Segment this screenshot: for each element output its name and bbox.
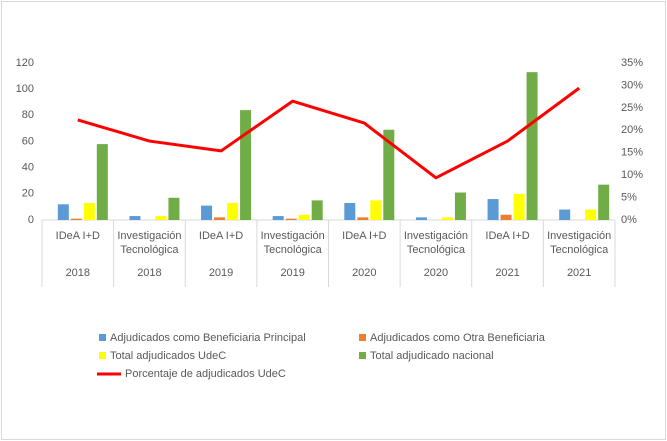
x-tick-label: IDeA I+D	[198, 230, 244, 242]
y-tick-label: 120	[16, 57, 34, 69]
bar	[227, 202, 239, 220]
bar	[383, 129, 395, 220]
bar	[357, 217, 369, 220]
x-tick-label: Investigación Tecnológica	[547, 230, 612, 256]
bar	[311, 200, 323, 220]
y2-tick-label: 0%	[621, 214, 637, 226]
y2-tick-label: 35%	[621, 57, 643, 69]
legend-label: Total adjudicado nacional	[370, 350, 494, 362]
bar	[454, 192, 466, 220]
y2-tick-label: 30%	[621, 79, 643, 91]
bar	[513, 193, 525, 220]
y-tick-label: 60	[22, 135, 34, 147]
y2-tick-label: 15%	[621, 147, 643, 159]
bar	[344, 202, 356, 220]
line-series	[77, 86, 581, 180]
legend-swatch	[359, 334, 366, 341]
bar	[500, 214, 512, 220]
bar	[285, 218, 297, 220]
bar	[70, 218, 82, 220]
x-tick-label: IDeA I+D	[55, 230, 100, 242]
legend-swatch	[99, 352, 106, 359]
x-group-label: 2020	[424, 267, 448, 279]
bar	[214, 217, 226, 220]
x-group-label: 2018	[137, 267, 161, 279]
legend-label: Adjudicados como Beneficiaria Principal	[110, 332, 306, 344]
x-tick-label: Investigación Tecnológica	[260, 230, 325, 256]
bar	[272, 216, 284, 220]
y-tick-label: 20	[22, 188, 34, 200]
bar	[57, 204, 69, 220]
bar	[526, 72, 538, 221]
x-group-label: 2020	[352, 267, 376, 279]
bar	[240, 110, 252, 220]
bar	[559, 209, 571, 220]
bar	[298, 214, 310, 220]
bar	[585, 209, 597, 220]
x-group-label: 2021	[495, 267, 519, 279]
y2-tick-label: 5%	[621, 191, 637, 203]
legend-label: Adjudicados como Otra Beneficiaria	[370, 332, 546, 344]
bar	[598, 184, 610, 220]
legend-swatch	[359, 352, 366, 359]
bar	[155, 216, 167, 220]
x-tick-label: IDeA I+D	[342, 230, 387, 242]
bar	[201, 205, 213, 220]
bar	[96, 144, 108, 220]
bar	[441, 217, 453, 220]
y2-tick-label: 10%	[621, 169, 643, 181]
x-group-label: 2021	[567, 267, 591, 279]
bar	[487, 199, 499, 220]
legend-label: Total adjudicados UdeC	[110, 350, 226, 362]
y-tick-label: 0	[28, 214, 34, 226]
y2-tick-label: 25%	[621, 102, 643, 114]
y-tick-label: 80	[22, 109, 34, 121]
legend-label: Porcentaje de adjudicados UdeC	[125, 368, 286, 380]
x-tick-label: Investigación Tecnológica	[403, 230, 469, 256]
x-group-label: 2019	[280, 267, 304, 279]
bar	[129, 216, 141, 220]
x-tick-label: Investigación Tecnológica	[117, 230, 182, 256]
legend-swatch	[99, 334, 106, 341]
bar	[168, 197, 180, 220]
bar	[83, 202, 95, 220]
x-tick-label: IDeA I+D	[485, 230, 530, 242]
bar	[415, 217, 427, 220]
x-group-label: 2019	[209, 267, 233, 279]
x-group-label: 2018	[66, 267, 90, 279]
y-tick-label: 40	[22, 162, 34, 174]
bar	[370, 200, 382, 220]
y-tick-label: 100	[16, 83, 34, 95]
y2-tick-label: 20%	[621, 124, 643, 136]
